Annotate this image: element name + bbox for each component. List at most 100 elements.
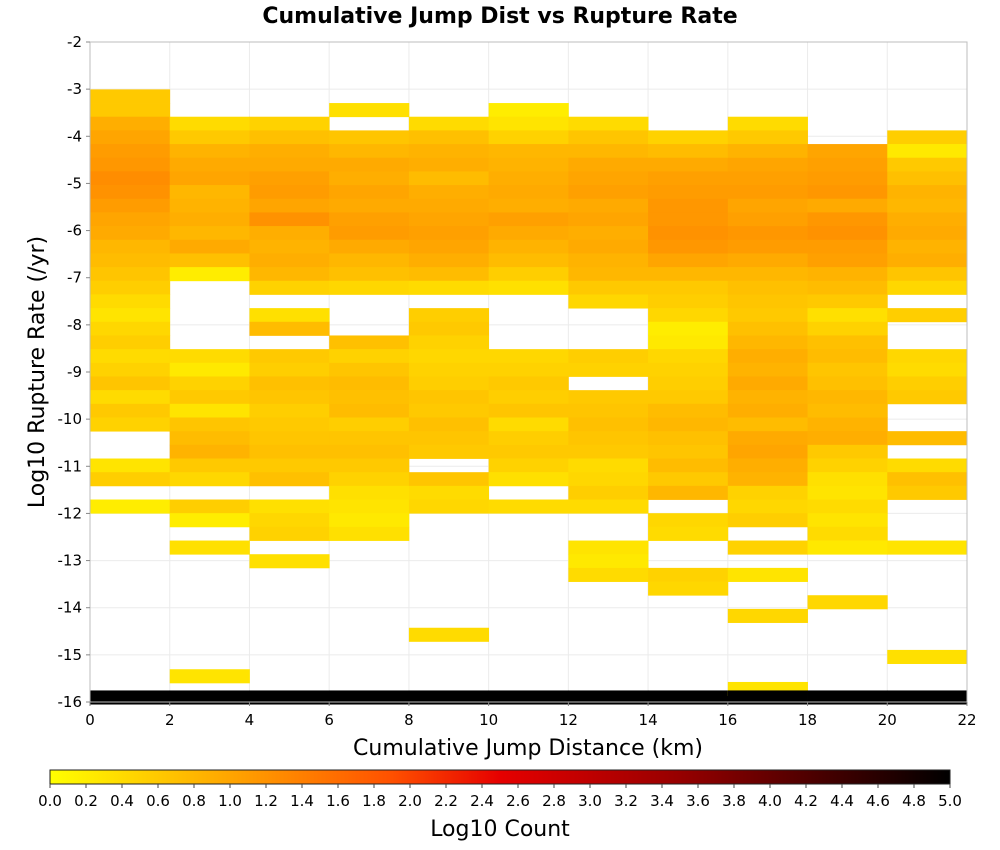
heatmap-cell — [408, 485, 490, 500]
heatmap-cell — [648, 376, 729, 391]
heatmap-cell — [169, 444, 250, 459]
heatmap-cell — [249, 472, 330, 487]
heatmap-cell — [807, 499, 888, 514]
heatmap-cell — [727, 144, 808, 159]
heatmap-cell — [648, 526, 729, 541]
heatmap-cell — [887, 431, 968, 446]
colorbar-tick-label: 1.6 — [326, 792, 350, 810]
heatmap-cell — [169, 116, 250, 131]
heatmap-cell — [488, 253, 569, 268]
heatmap-cell — [807, 431, 888, 446]
heatmap-cell — [887, 267, 968, 282]
x-tick-label: 2 — [165, 711, 175, 729]
heatmap-cell — [568, 458, 649, 473]
heatmap-cell — [727, 280, 808, 295]
heatmap-cell — [727, 226, 808, 241]
heatmap-cell — [329, 103, 410, 118]
heatmap-cell — [408, 280, 490, 295]
heatmap-cell — [807, 144, 888, 159]
heatmap-cell — [408, 362, 490, 377]
heatmap-cell — [727, 485, 808, 500]
heatmap-cell — [807, 253, 888, 268]
heatmap-cell — [807, 513, 888, 528]
heatmap-cell — [807, 349, 888, 364]
colorbar-tick-label: 3.2 — [614, 792, 638, 810]
y-tick-label: -12 — [58, 504, 83, 522]
heatmap-cell — [727, 362, 808, 377]
heatmap-cell — [169, 362, 250, 377]
heatmap-cell — [169, 458, 250, 473]
heatmap-cell — [249, 144, 330, 159]
heatmap-cell — [90, 472, 171, 487]
x-tick-label: 0 — [85, 711, 95, 729]
heatmap-cell — [648, 390, 729, 405]
heatmap-cell — [90, 212, 171, 227]
heatmap-cell — [648, 157, 729, 172]
heatmap-cell — [807, 335, 888, 350]
heatmap-cell — [648, 280, 729, 295]
colorbar-tick-label: 2.0 — [398, 792, 422, 810]
heatmap-cell — [887, 171, 968, 186]
heatmap-cell — [648, 567, 729, 582]
heatmap-cell — [727, 567, 808, 582]
heatmap-cell — [90, 690, 171, 705]
heatmap-cell — [169, 417, 250, 432]
heatmap-cell — [169, 267, 250, 282]
heatmap-cell — [249, 431, 330, 446]
heatmap-cell — [249, 198, 330, 213]
heatmap-cell — [488, 280, 569, 295]
y-tick-label: -2 — [67, 33, 82, 51]
heatmap-cell — [329, 280, 410, 295]
colorbar-tick-label: 2.4 — [470, 792, 494, 810]
heatmap-cell — [807, 321, 888, 336]
heatmap-cell — [887, 472, 968, 487]
x-tick-label: 22 — [957, 711, 976, 729]
heatmap-cell — [169, 198, 250, 213]
heatmap-cell — [727, 335, 808, 350]
heatmap-cell — [329, 198, 410, 213]
heatmap-cell — [727, 403, 808, 418]
heatmap-cell — [90, 294, 171, 309]
heatmap-cell — [488, 212, 569, 227]
colorbar-tick-label: 0.6 — [146, 792, 170, 810]
heatmap-cell — [887, 239, 968, 254]
heatmap-cell — [807, 417, 888, 432]
heatmap-cell — [648, 349, 729, 364]
heatmap-cell — [90, 144, 171, 159]
x-tick-label: 6 — [324, 711, 334, 729]
heatmap-cell — [807, 171, 888, 186]
heatmap-cell — [249, 171, 330, 186]
heatmap-cell — [249, 157, 330, 172]
heatmap-cell — [727, 185, 808, 200]
heatmap-cell — [568, 198, 649, 213]
heatmap-cell — [807, 472, 888, 487]
colorbar-tick-label: 1.0 — [218, 792, 242, 810]
heatmap-cell — [727, 198, 808, 213]
heatmap-cell — [807, 390, 888, 405]
heatmap-cell — [249, 362, 330, 377]
heatmap-cell — [488, 157, 569, 172]
heatmap-cell — [568, 130, 649, 145]
x-tick-label: 10 — [479, 711, 498, 729]
heatmap-cell — [648, 321, 729, 336]
heatmap-cell — [568, 144, 649, 159]
heatmap-cell — [727, 444, 808, 459]
x-tick-label: 12 — [559, 711, 578, 729]
heatmap-cell — [488, 472, 569, 487]
x-axis-ticks: 0 2 4 6 8 10 12 14 16 18 20 22 — [85, 702, 977, 729]
heatmap-cell — [727, 417, 808, 432]
heatmap-cell — [727, 308, 808, 323]
heatmap-cell — [568, 239, 649, 254]
heatmap-cell — [648, 144, 729, 159]
y-tick-label: -15 — [58, 646, 83, 664]
heatmap-cell — [488, 116, 569, 131]
heatmap-cell — [329, 472, 410, 487]
heatmap-cell — [568, 226, 649, 241]
heatmap-cell — [408, 239, 490, 254]
heatmap-cell — [727, 267, 808, 282]
heatmap-cell — [169, 349, 250, 364]
heatmap-cell — [887, 185, 968, 200]
colorbar-title: Log10 Count — [430, 817, 570, 842]
heatmap-cell — [249, 116, 330, 131]
heatmap-cell — [727, 690, 808, 705]
